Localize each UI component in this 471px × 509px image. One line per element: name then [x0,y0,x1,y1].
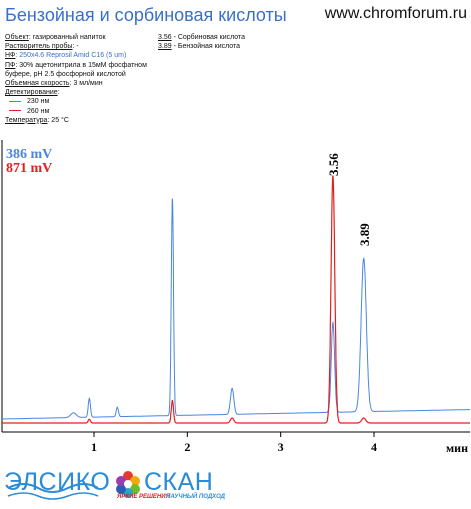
info-object: Объект: газированный напиток [5,34,106,41]
chart-title: Бензойная и сорбиновая кислоты [5,5,287,25]
info-mobile-phase: ПФ: 30% ацетонитрила в 15мМ фосфатном [5,61,147,69]
info-detection: Детектирование: [5,89,60,97]
scale-260: 871 mV [6,161,53,176]
elsiko-scan-logo: ЭЛСИКО СКАН ЯРКИЕ РЕШЕНИЯ НАУЧНЫЙ ПОДХОД [4,466,254,504]
scale-230: 386 mV [6,147,53,162]
peak-retention-label: 3.89 [357,223,372,246]
trace-230nm [2,198,470,420]
info-solvent: Растворитель пробы: - [5,43,79,51]
peak-retention-label: 3.56 [326,153,341,176]
legend-260: 260 нм [5,107,147,116]
logo-graphic [7,471,140,500]
info-flow: Объемная скорость: 3 мл/мин [5,80,103,88]
x-axis-unit: мин [446,441,468,455]
peak-list-item: 3.89 - Бензойная кислота [158,43,241,51]
site-url[interactable]: www.chromforum.ru [324,5,467,22]
peak-list: 3.56 - Сорбиновая кислота 3.89 - Бензойн… [158,33,245,51]
logo-word-right: СКАН [144,468,214,496]
trace-260nm [2,175,470,424]
peak-list-item: 3.56 - Сорбиновая кислота [158,34,246,41]
method-info: Объект: газированный напиток Растворител… [5,33,147,125]
logo-tagline-2: НАУЧНЫЙ ПОДХОД [166,494,225,500]
x-tick-label: 4 [371,440,377,454]
info-temperature: Температура: 25 °C [5,116,69,124]
info-mobile-phase-2: буфере, pH 2.5 фосфорной кислотой [5,70,126,78]
legend-230: 230 нм [5,97,147,106]
x-tick-label: 3 [278,440,284,454]
info-stationary-phase: НФ: 250x4.6 Reprosil Amid C16 (5 um) [5,52,127,60]
x-tick-label: 1 [91,440,97,454]
logo-word-left: ЭЛСИКО [4,468,111,496]
x-tick-label: 2 [184,440,190,454]
logo-tagline-1: ЯРКИЕ РЕШЕНИЯ [117,494,170,500]
logo-molecule-icon [116,471,140,498]
